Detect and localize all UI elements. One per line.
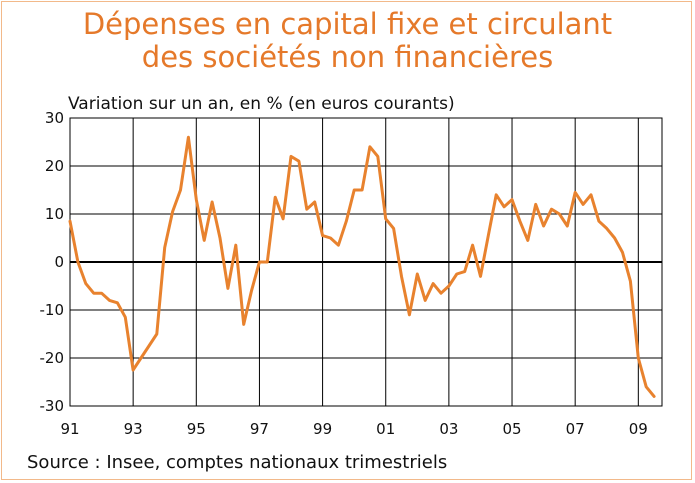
x-tick-label: 99 [313, 420, 332, 438]
series-line [68, 135, 656, 398]
y-tick-label: -30 [40, 397, 65, 415]
source-note: Source : Insee, comptes nationaux trimes… [27, 452, 448, 473]
y-tick-label: 0 [54, 253, 64, 271]
x-tick-label: 05 [502, 420, 521, 438]
x-tick-label: 97 [250, 420, 269, 438]
chart-title: Dépenses en capital fixe et circulant de… [0, 8, 695, 74]
x-tick-label: 93 [124, 420, 143, 438]
y-axis-unit-label: Variation sur un an, en % (en euros cour… [68, 94, 455, 114]
y-tick-label: 10 [45, 205, 64, 223]
x-tick-label: 91 [60, 420, 79, 438]
x-tick-label: 95 [187, 420, 206, 438]
x-tick-label: 03 [439, 420, 458, 438]
y-tick-label: 20 [45, 157, 64, 175]
x-tick-label: 01 [376, 420, 395, 438]
x-tick-label: 07 [566, 420, 585, 438]
x-tick-label: 09 [629, 420, 648, 438]
y-tick-label: -10 [40, 301, 65, 319]
chart-title-line-2: des sociétés non financières [141, 40, 554, 74]
y-tick-label: -20 [40, 349, 65, 367]
y-tick-label: 30 [45, 109, 64, 127]
chart-title-line-1: Dépenses en capital fixe et circulant [82, 7, 613, 41]
